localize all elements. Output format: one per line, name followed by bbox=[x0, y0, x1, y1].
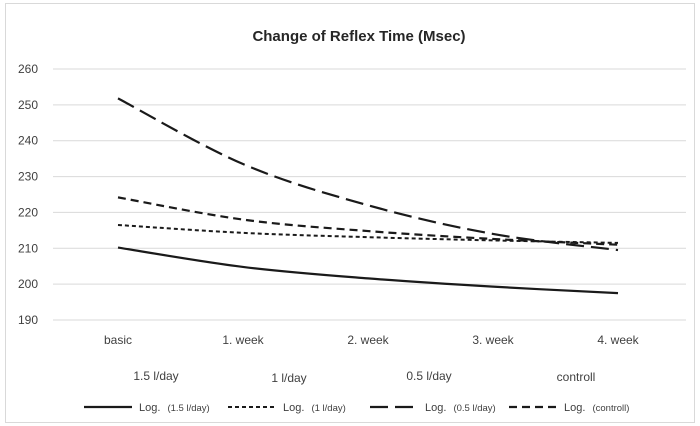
series-line bbox=[117, 97, 619, 252]
y-axis-ticks: 190 200 210 220 230 240 250 260 bbox=[18, 62, 38, 327]
y-tick-label: 260 bbox=[18, 62, 38, 76]
y-tick-label: 230 bbox=[18, 170, 38, 184]
legend-label: Log. (1 l/day) bbox=[283, 402, 346, 414]
legend-label: Log. (0.5 l/day) bbox=[425, 402, 496, 414]
y-tick-label: 220 bbox=[18, 205, 38, 219]
group-label: 0.5 l/day bbox=[406, 369, 451, 383]
legend-item: Log. (controll) bbox=[509, 402, 629, 414]
legend-label: Log. (controll) bbox=[564, 402, 629, 414]
x-tick-label: 4. week bbox=[597, 333, 639, 347]
y-tick-label: 240 bbox=[18, 134, 38, 148]
x-tick-label: 2. week bbox=[347, 333, 389, 347]
legend-item: Log. (0.5 l/day) bbox=[370, 402, 496, 414]
y-tick-label: 200 bbox=[18, 277, 38, 291]
x-tick-label: 3. week bbox=[472, 333, 514, 347]
x-tick-label: 1. week bbox=[222, 333, 264, 347]
series-lines bbox=[117, 97, 619, 295]
legend: Log. (1.5 l/day) Log. (1 l/day) Log. (0.5 … bbox=[84, 402, 629, 414]
group-label: controll bbox=[557, 370, 596, 384]
group-labels: 1.5 l/day 1 l/day 0.5 l/day controll bbox=[133, 369, 595, 385]
legend-label: Log. (1.5 l/day) bbox=[139, 402, 210, 414]
group-label: 1 l/day bbox=[271, 371, 306, 385]
chart-title: Change of Reflex Time (Msec) bbox=[252, 28, 465, 45]
y-tick-label: 190 bbox=[18, 313, 38, 327]
legend-item: Log. (1 l/day) bbox=[228, 402, 346, 414]
line-chart: Change of Reflex Time (Msec) 190 200 210 22… bbox=[18, 28, 686, 414]
chart-frame: Change of Reflex Time (Msec) 190 200 210 22… bbox=[5, 3, 695, 423]
gridlines bbox=[53, 68, 686, 321]
x-tick-label: basic bbox=[104, 333, 132, 347]
legend-item: Log. (1.5 l/day) bbox=[84, 402, 210, 414]
group-label: 1.5 l/day bbox=[133, 369, 178, 383]
series-line bbox=[117, 246, 619, 295]
x-axis-ticks: basic 1. week 2. week 3. week 4. week bbox=[104, 333, 640, 347]
y-tick-label: 210 bbox=[18, 241, 38, 255]
y-tick-label: 250 bbox=[18, 98, 38, 112]
series-line bbox=[117, 196, 619, 246]
